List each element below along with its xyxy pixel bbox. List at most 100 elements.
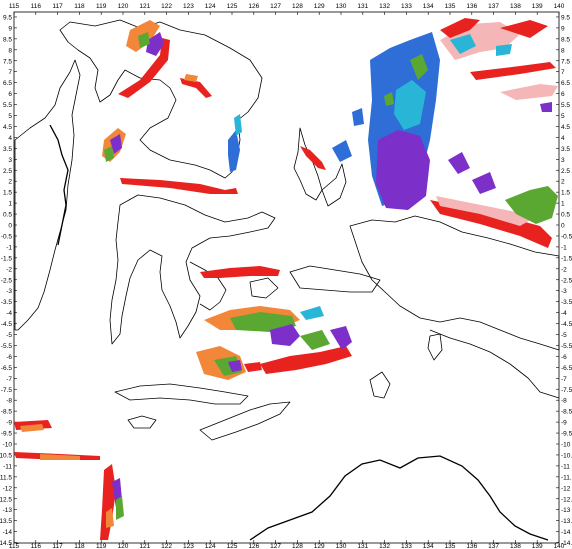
patch-birdshead-green bbox=[384, 54, 428, 106]
y-tick-label-right: 2.5 bbox=[561, 168, 570, 175]
y-tick-label-left: 4 bbox=[8, 135, 12, 142]
y-tick-label-left: 6.5 bbox=[3, 80, 12, 87]
y-tick-label-right: -14.5 bbox=[561, 540, 572, 547]
y-tick-label-right: -10 bbox=[561, 442, 571, 449]
y-tick-label-left: 7 bbox=[8, 69, 12, 76]
patch-east-strip-cyan bbox=[234, 114, 242, 136]
x-tick-label-top: 119 bbox=[96, 3, 107, 10]
x-tick-label-top: 128 bbox=[292, 3, 303, 10]
y-tick-label-left: -4.5 bbox=[1, 321, 13, 328]
x-tick-label-bottom: 133 bbox=[401, 543, 412, 549]
y-tick-label-left: 0.5 bbox=[3, 212, 12, 219]
patch-sea-purple-3 bbox=[540, 102, 552, 112]
patch-ne-sulawesi-green bbox=[104, 146, 114, 162]
y-tick-label-left: -11 bbox=[3, 463, 12, 470]
y-tick-label-left: -1.5 bbox=[1, 255, 13, 262]
patch-birdshead-red bbox=[440, 18, 548, 38]
y-tick-label-right: -8.5 bbox=[561, 409, 572, 416]
y-tick-label-right: -11.5 bbox=[561, 474, 572, 481]
x-tick-label-top: 127 bbox=[270, 3, 281, 10]
y-tick-label-right: -0.5 bbox=[561, 233, 572, 240]
patch-banda-ring-green bbox=[300, 330, 330, 350]
y-tick-label-left: -13.5 bbox=[0, 518, 12, 525]
coastlines bbox=[14, 19, 560, 541]
patch-sw-orange-2 bbox=[40, 454, 80, 460]
y-tick-label-left: 0 bbox=[8, 223, 12, 230]
y-tick-label-left: -3.5 bbox=[1, 299, 13, 306]
patch-north-blue-2 bbox=[352, 108, 364, 126]
y-tick-label-right: -1 bbox=[561, 244, 567, 251]
patch-birdshead-south-green bbox=[505, 186, 558, 224]
coastline-seram bbox=[249, 265, 381, 299]
patch-north-blue-1 bbox=[332, 140, 352, 162]
x-tick-label-top: 123 bbox=[183, 3, 194, 10]
y-tick-label-left: -7 bbox=[6, 376, 12, 383]
coastal-patches bbox=[14, 18, 558, 540]
patch-south-vertical-green bbox=[116, 496, 124, 520]
x-tick-label-bottom: 122 bbox=[161, 543, 172, 549]
patch-ne-sulawesi-purple bbox=[110, 134, 122, 154]
y-tick-label-right: 1 bbox=[561, 201, 565, 208]
y-tick-label-left: 1.5 bbox=[3, 190, 12, 197]
y-tick-label-left: 9.5 bbox=[3, 14, 12, 21]
y-tick-label-left: 6 bbox=[8, 91, 12, 98]
y-tick-label-right: -9.5 bbox=[561, 431, 572, 438]
x-tick-label-bottom: 131 bbox=[357, 543, 368, 549]
y-tick-label-left: 7.5 bbox=[3, 58, 12, 65]
y-tick-label-right: -4 bbox=[561, 310, 567, 317]
y-tick-label-left: 3 bbox=[8, 157, 12, 164]
x-tick-label-bottom: 140 bbox=[554, 543, 565, 549]
y-tick-label-left: -0.5 bbox=[1, 233, 13, 240]
patch-birdshead-cyan bbox=[394, 80, 426, 130]
patch-banda-ring-purple bbox=[330, 326, 352, 350]
x-tick-label-bottom: 121 bbox=[139, 543, 150, 549]
x-tick-label-top: 136 bbox=[466, 3, 477, 10]
y-tick-label-right: 3 bbox=[561, 157, 565, 164]
y-tick-label-left: -5.5 bbox=[1, 343, 13, 350]
y-tick-label-right: 2 bbox=[561, 179, 565, 186]
x-tick-label-bottom: 128 bbox=[292, 543, 303, 549]
y-tick-label-left: 5.5 bbox=[3, 102, 12, 109]
x-tick-label-bottom: 115 bbox=[9, 543, 20, 549]
x-tick-label-bottom: 136 bbox=[466, 543, 477, 549]
x-tick-label-bottom: 139 bbox=[532, 543, 543, 549]
y-tick-label-left: -5 bbox=[6, 332, 12, 339]
y-tick-label-right: 8.5 bbox=[561, 36, 570, 43]
y-tick-label-right: 6.5 bbox=[561, 80, 570, 87]
y-tick-label-right: 6 bbox=[561, 91, 565, 98]
x-tick-label-top: 140 bbox=[554, 3, 565, 10]
y-tick-label-right: -3 bbox=[561, 288, 567, 295]
y-tick-label-right: 9.5 bbox=[561, 14, 570, 21]
y-tick-label-left: -1 bbox=[6, 244, 12, 251]
x-tick-label-bottom: 132 bbox=[379, 543, 390, 549]
y-tick-label-right: 8 bbox=[561, 47, 565, 54]
y-tick-label-left: 2 bbox=[8, 179, 12, 186]
x-tick-label-top: 120 bbox=[118, 3, 129, 10]
x-tick-label-bottom: 126 bbox=[248, 543, 259, 549]
y-tick-label-left: 5 bbox=[8, 113, 12, 120]
x-tick-label-top: 115 bbox=[9, 3, 20, 10]
patch-flores-red bbox=[244, 362, 262, 372]
y-tick-label-left: -13 bbox=[3, 507, 13, 514]
x-tick-label-top: 132 bbox=[379, 3, 390, 10]
y-tick-label-right: -9 bbox=[561, 420, 567, 427]
y-tick-label-right: -12.5 bbox=[561, 496, 572, 503]
y-tick-label-left: -6.5 bbox=[1, 365, 13, 372]
x-tick-label-bottom: 119 bbox=[96, 543, 107, 549]
y-tick-label-right: -8 bbox=[561, 398, 567, 405]
x-tick-label-top: 116 bbox=[31, 3, 42, 10]
y-tick-label-left: -14.5 bbox=[0, 540, 12, 547]
coastline-flores bbox=[114, 383, 249, 405]
patch-banda-ring-red bbox=[260, 346, 352, 374]
coastline-sulawesi bbox=[109, 194, 276, 345]
y-tick-label-right: 5 bbox=[561, 113, 565, 120]
x-tick-label-top: 131 bbox=[357, 3, 368, 10]
patch-east-strip-blue bbox=[228, 130, 240, 172]
y-axis-left: 9.5 9 8.5 8 7.5 7 6.5 6 5.5 5 4.5 4 3.5 3 2.5 2 1.5 1 0.5 0… bbox=[0, 14, 17, 547]
y-tick-label-left: 1 bbox=[8, 201, 12, 208]
y-tick-label-right: 1.5 bbox=[561, 190, 570, 197]
y-tick-label-left: -2.5 bbox=[1, 277, 13, 284]
y-tick-label-right: -5 bbox=[561, 332, 567, 339]
x-tick-label-top: 138 bbox=[510, 3, 521, 10]
